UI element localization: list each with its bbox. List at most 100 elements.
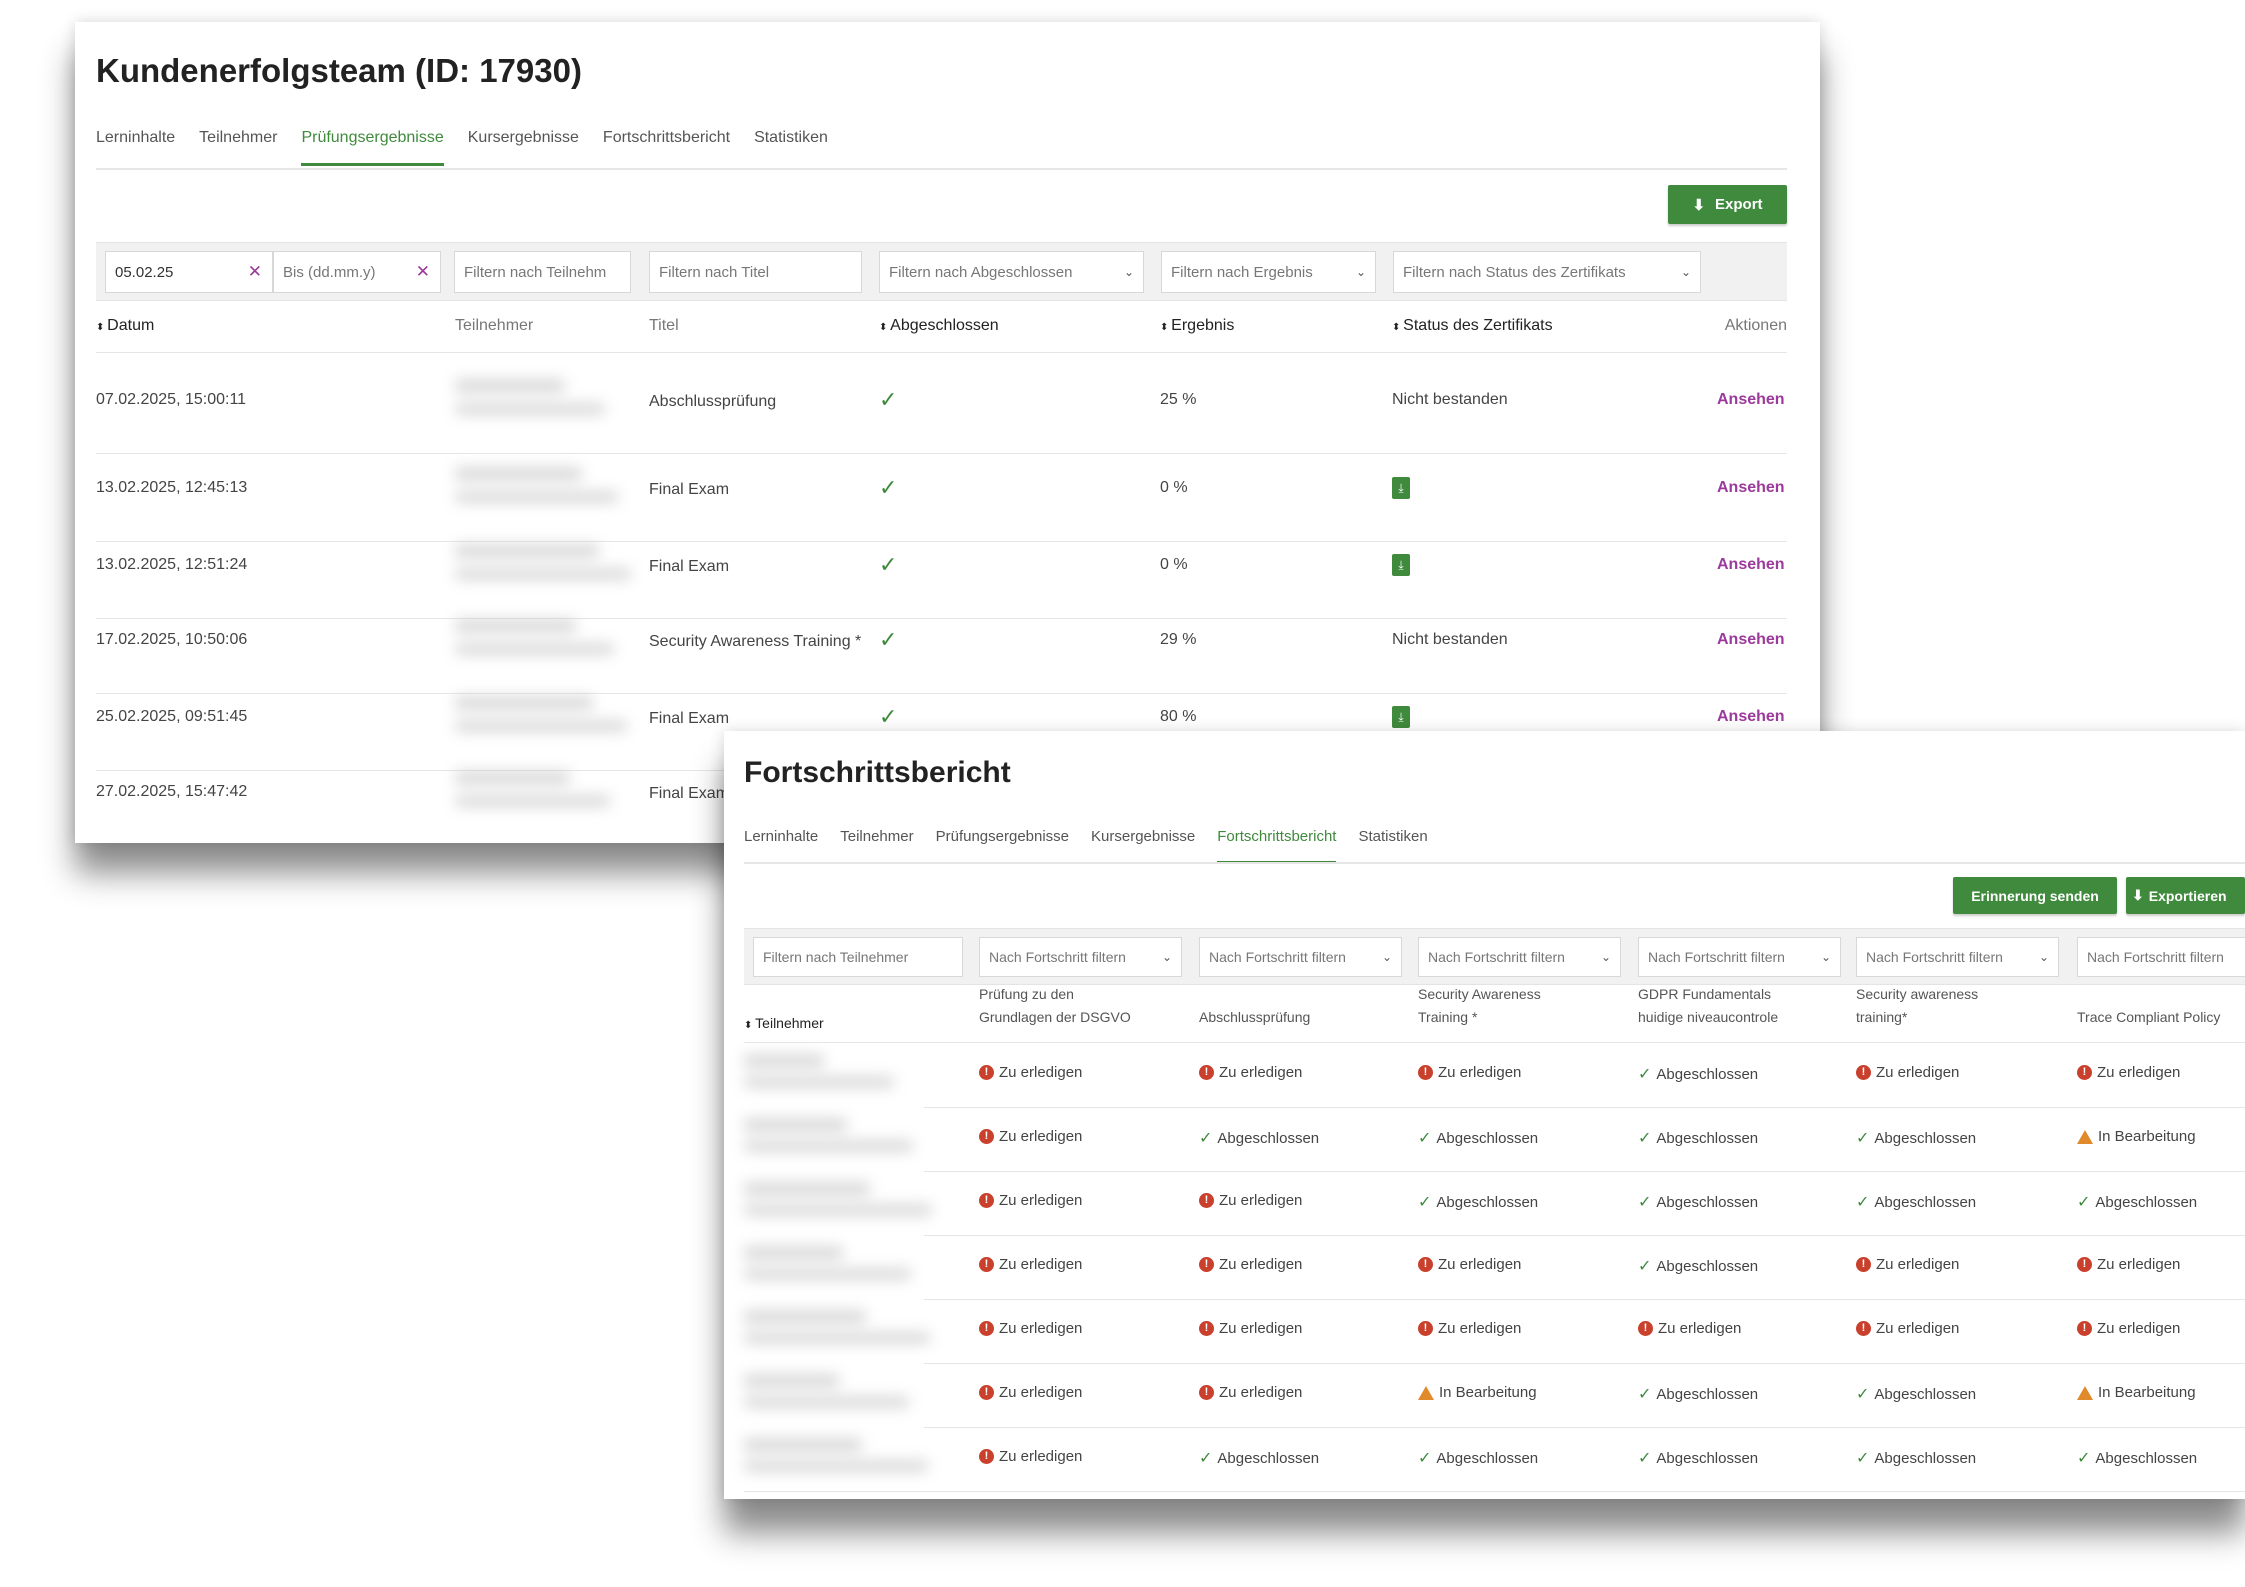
- tab-fortschrittsbericht[interactable]: Fortschrittsbericht: [1217, 828, 1337, 864]
- progress-filter-select[interactable]: Nach Fortschritt filtern⌄: [1418, 937, 1621, 977]
- status-label: Zu erledigen: [999, 1320, 1083, 1337]
- tab-prüfungsergebnisse[interactable]: Prüfungsergebnisse: [935, 828, 1070, 845]
- check-icon: ✓: [1638, 1258, 1652, 1275]
- row-divider: [96, 453, 1787, 454]
- participant-email-blurred: [455, 720, 627, 732]
- participant-filter[interactable]: Filtern nach Teilnehmer: [753, 937, 963, 977]
- progress-status: ✓ Abgeschlossen: [1199, 1128, 1319, 1148]
- view-link[interactable]: Ansehen: [1717, 708, 1785, 725]
- progress-filter-select[interactable]: Nach Fortschritt filtern⌄: [1638, 937, 1841, 977]
- completed-filter[interactable]: Filtern nach Abgeschlossen ⌄: [879, 251, 1144, 293]
- alert-icon: !: [979, 1321, 994, 1336]
- chevron-down-icon: ⌄: [1600, 950, 1611, 964]
- check-icon: ✓: [879, 475, 898, 500]
- result-filter[interactable]: Filtern nach Ergebnis ⌄: [1161, 251, 1376, 293]
- row-divider: [924, 1171, 2245, 1172]
- view-link[interactable]: Ansehen: [1717, 631, 1785, 648]
- tab-lerninhalte[interactable]: Lerninhalte: [96, 129, 176, 146]
- col-cert-status[interactable]: Status des Zertifikats: [1392, 317, 1552, 335]
- progress-status: ✓ Abgeschlossen: [2077, 1448, 2197, 1468]
- status-label: Zu erledigen: [1219, 1256, 1303, 1273]
- tab-kursergebnisse[interactable]: Kursergebnisse: [467, 129, 579, 146]
- participant-name-blurred: [455, 467, 582, 481]
- alert-icon: !: [1418, 1065, 1433, 1080]
- alert-icon: !: [1856, 1257, 1871, 1272]
- row-date: 13.02.2025, 12:45:13: [96, 479, 248, 496]
- progress-filter-select[interactable]: Nach Fortschritt filtern⌄: [1199, 937, 1402, 977]
- status-label: Abgeschlossen: [1217, 1129, 1320, 1147]
- tab-divider: [744, 862, 2245, 864]
- status-label: Zu erledigen: [999, 1384, 1083, 1401]
- clear-icon[interactable]: ✕: [247, 262, 262, 281]
- pdf-icon[interactable]: ⤓: [1392, 477, 1410, 499]
- chevron-down-icon: ⌄: [1381, 950, 1392, 964]
- view-link[interactable]: Ansehen: [1717, 479, 1785, 496]
- export-button[interactable]: ⬇ Export: [1668, 185, 1787, 224]
- tab-prüfungsergebnisse[interactable]: Prüfungsergebnisse: [301, 129, 444, 166]
- col-date[interactable]: Datum: [96, 317, 154, 335]
- progress-status: ! Zu erledigen: [1199, 1320, 1302, 1337]
- alert-icon: !: [2077, 1257, 2092, 1272]
- progress-status: In Bearbeitung: [2077, 1384, 2196, 1401]
- progress-filter-select[interactable]: Nach Fortschritt filtern⌄: [979, 937, 1182, 977]
- status-label: Zu erledigen: [999, 1256, 1083, 1273]
- participant-name-blurred: [744, 1054, 824, 1068]
- alert-icon: !: [979, 1449, 994, 1464]
- view-link[interactable]: Ansehen: [1717, 391, 1785, 408]
- progress-status: ! Zu erledigen: [979, 1384, 1082, 1401]
- view-link[interactable]: Ansehen: [1717, 556, 1785, 573]
- status-label: Zu erledigen: [1438, 1256, 1522, 1273]
- status-label: Zu erledigen: [1219, 1384, 1303, 1401]
- alert-icon: !: [2077, 1321, 2092, 1336]
- pdf-icon[interactable]: ⤓: [1392, 706, 1410, 728]
- tab-fortschrittsbericht[interactable]: Fortschrittsbericht: [602, 129, 731, 146]
- filter-bar: Filtern nach Teilnehmer Nach Fortschritt…: [744, 928, 2245, 985]
- tab-teilnehmer[interactable]: Teilnehmer: [199, 129, 278, 146]
- send-reminder-button[interactable]: Erinnerung senden: [1953, 877, 2117, 914]
- participant-email-blurred: [455, 643, 614, 655]
- cert-filter[interactable]: Filtern nach Status des Zertifikats ⌄: [1393, 251, 1701, 293]
- tab-teilnehmer[interactable]: Teilnehmer: [840, 828, 914, 845]
- tab-statistiken[interactable]: Statistiken: [754, 129, 828, 146]
- check-icon: ✓: [879, 552, 898, 577]
- col-completed[interactable]: Abgeschlossen: [879, 317, 999, 335]
- row-divider: [96, 541, 1787, 542]
- tab-lerninhalte[interactable]: Lerninhalte: [744, 828, 819, 845]
- date-to-input[interactable]: Bis (dd.mm.y) ✕: [273, 251, 441, 293]
- alert-icon: !: [1856, 1065, 1871, 1080]
- chevron-down-icon: ⌄: [1355, 265, 1366, 279]
- title-filter[interactable]: Filtern nach Titel: [649, 251, 862, 293]
- progress-filter-label: Nach Fortschritt filtern: [1866, 949, 2003, 965]
- col-participant[interactable]: Teilnehmer: [744, 1015, 823, 1031]
- status-label: Zu erledigen: [1658, 1320, 1742, 1337]
- progress-status: In Bearbeitung: [1418, 1384, 1537, 1401]
- status-label: In Bearbeitung: [2098, 1384, 2196, 1401]
- progress-status: ! Zu erledigen: [1856, 1320, 1959, 1337]
- status-label: In Bearbeitung: [1439, 1384, 1537, 1401]
- date-from-input[interactable]: 05.02.25 ✕: [105, 251, 273, 293]
- progress-status: ✓ Abgeschlossen: [1856, 1448, 1976, 1468]
- check-icon: ✓: [1418, 1130, 1432, 1147]
- chevron-down-icon: ⌄: [1820, 950, 1831, 964]
- tab-statistiken[interactable]: Statistiken: [1358, 828, 1428, 845]
- progress-status: ✓ Abgeschlossen: [1199, 1448, 1319, 1468]
- pdf-icon[interactable]: ⤓: [1392, 554, 1410, 576]
- check-icon: ✓: [1856, 1450, 1870, 1467]
- row-date: 17.02.2025, 10:50:06: [96, 631, 248, 648]
- row-title: Final Exam: [649, 710, 730, 727]
- progress-filter-select[interactable]: Nach Fortschritt filtern⌄: [1856, 937, 2059, 977]
- participant-name-blurred: [455, 619, 576, 633]
- header-divider: [744, 1042, 2245, 1043]
- tab-kursergebnisse[interactable]: Kursergebnisse: [1091, 828, 1196, 845]
- participant-email-blurred: [455, 403, 605, 415]
- row-date: 07.02.2025, 15:00:11: [96, 391, 247, 408]
- clear-icon[interactable]: ✕: [415, 262, 430, 281]
- check-icon: ✓: [879, 704, 898, 729]
- participant-filter[interactable]: Filtern nach Teilnehm: [454, 251, 631, 293]
- progress-filter-select[interactable]: Nach Fortschritt filtern⌄: [2077, 937, 2245, 977]
- alert-icon: !: [979, 1065, 994, 1080]
- check-icon: ✓: [1418, 1194, 1432, 1211]
- col-result[interactable]: Ergebnis: [1160, 317, 1234, 335]
- check-icon: ✓: [1638, 1066, 1652, 1083]
- export-button[interactable]: ⬇ Exportieren: [2126, 877, 2245, 914]
